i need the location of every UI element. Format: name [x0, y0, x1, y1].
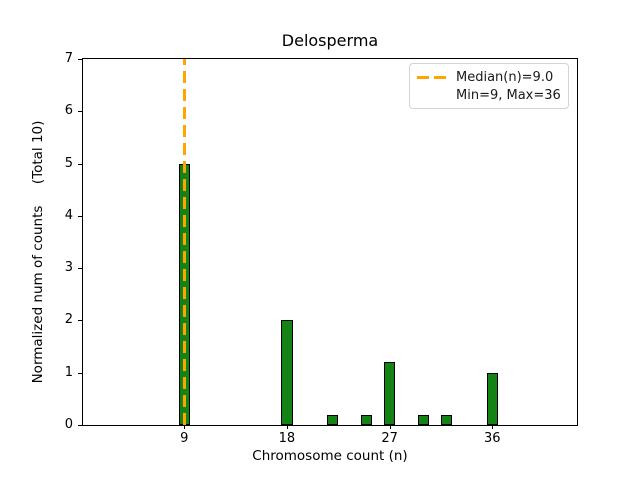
y-tick-mark-5	[78, 163, 82, 165]
bar-n36	[486, 372, 498, 425]
y-tick-mark-7	[78, 59, 82, 60]
legend-row-minmax: Min=9, Max=36	[417, 86, 561, 104]
y-tick-mark-4	[78, 215, 82, 217]
x-tick-mark-9	[184, 425, 186, 429]
legend-minmax-label: Min=9, Max=36	[456, 87, 561, 103]
x-tick-label-18: 18	[278, 431, 296, 446]
y-tick-label-6: 6	[64, 103, 73, 119]
y-tick-mark-6	[78, 111, 82, 113]
x-tick-mark-36	[492, 425, 494, 429]
legend-blank-handle	[417, 94, 446, 97]
y-tick-label-5: 5	[64, 155, 73, 171]
bar-n18	[281, 320, 293, 425]
y-tick-label-1: 1	[64, 364, 73, 380]
legend-median-label: Median(n)=9.0	[456, 69, 554, 85]
x-tick-mark-27	[389, 425, 391, 429]
y-axis-label: Normalized num of counts (Total 10)	[30, 120, 46, 384]
y-tick-label-3: 3	[64, 260, 73, 276]
y-tick-label-2: 2	[64, 312, 73, 328]
y-tick-mark-1	[78, 372, 82, 374]
chart-title: Delosperma	[281, 31, 379, 50]
x-axis-label: Chromosome count (n)	[252, 448, 408, 464]
x-tick-mark-18	[286, 425, 288, 429]
y-tick-mark-0	[78, 425, 82, 426]
bar-n25	[361, 414, 373, 425]
legend: Median(n)=9.0 Min=9, Max=36	[409, 63, 569, 109]
x-tick-label-36: 36	[484, 431, 501, 446]
bar-n27	[383, 362, 396, 425]
y-tick-label-0: 0	[64, 417, 73, 432]
bar-n30	[418, 414, 430, 425]
legend-row-median: Median(n)=9.0	[417, 68, 561, 86]
x-tick-label-27: 27	[381, 431, 398, 446]
x-tick-label-9: 9	[180, 431, 189, 446]
median-dash-icon	[417, 75, 446, 79]
median-line	[182, 59, 186, 425]
y-tick-label-7: 7	[64, 51, 73, 66]
bar-n32	[440, 414, 453, 425]
y-tick-label-4: 4	[64, 207, 73, 223]
y-tick-mark-2	[78, 320, 82, 322]
plot-area: 9 18 27 36 0 1 2 3 4 5 6 7 Median(n)=9.0 Min=9, Max…	[65, 51, 578, 446]
bar-n22	[326, 414, 339, 425]
y-tick-mark-3	[78, 268, 82, 270]
